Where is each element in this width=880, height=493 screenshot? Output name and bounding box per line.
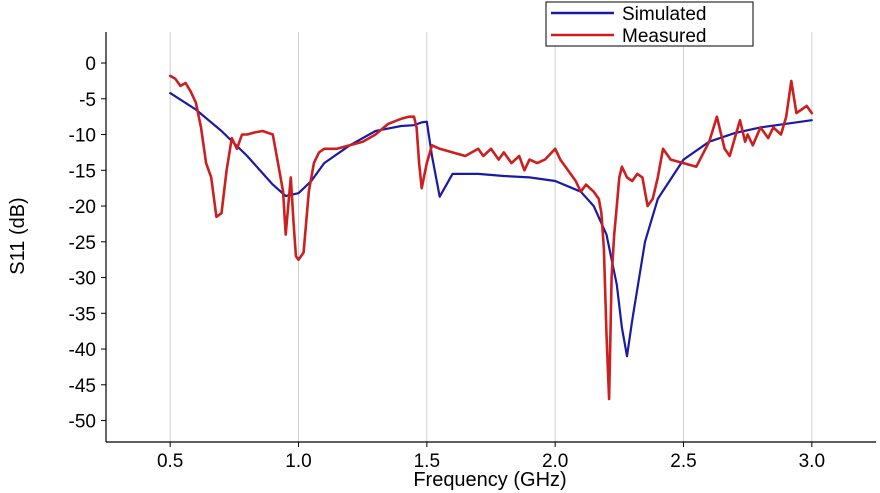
legend-label-measured: Measured bbox=[622, 26, 707, 47]
y-tick-label: -30 bbox=[69, 269, 96, 290]
series-line-measured bbox=[168, 74, 814, 401]
series-lines bbox=[168, 74, 814, 401]
x-tick-label: 3.0 bbox=[799, 451, 825, 472]
y-axis-title: S11 (dB) bbox=[7, 197, 29, 274]
y-tick-label: -20 bbox=[69, 197, 96, 218]
y-tick-label: -5 bbox=[79, 90, 96, 111]
x-tick-labels: 0.5 1.0 1.5 2.0 2.5 3.0 bbox=[157, 451, 825, 472]
x-tick-label: 1.0 bbox=[285, 451, 311, 472]
x-axis-title: Frequency (GHz) bbox=[413, 469, 566, 491]
axes bbox=[101, 32, 876, 447]
y-tick-label: -40 bbox=[69, 340, 96, 361]
x-tick-label: 2.5 bbox=[670, 451, 696, 472]
grid-lines bbox=[169, 32, 813, 442]
y-tick-label: -25 bbox=[69, 233, 96, 254]
y-tick-labels: 0 -5 -10 -15 -20 -25 -30 -35 -40 -45 -50 bbox=[69, 54, 96, 433]
y-tick-label: -15 bbox=[69, 161, 96, 182]
y-tick-label: -45 bbox=[69, 376, 96, 397]
y-tick-label: 0 bbox=[85, 54, 96, 75]
y-tick-label: -50 bbox=[69, 412, 96, 433]
y-tick-label: -35 bbox=[69, 304, 96, 325]
x-tick-label: 2.0 bbox=[542, 451, 568, 472]
series-line-simulated bbox=[169, 91, 813, 358]
x-tick-label: 0.5 bbox=[157, 451, 183, 472]
legend-label-simulated: Simulated bbox=[622, 4, 707, 25]
legend-box bbox=[545, 1, 754, 47]
y-tick-label: -10 bbox=[69, 126, 96, 147]
x-tick-label: 1.5 bbox=[414, 451, 440, 472]
